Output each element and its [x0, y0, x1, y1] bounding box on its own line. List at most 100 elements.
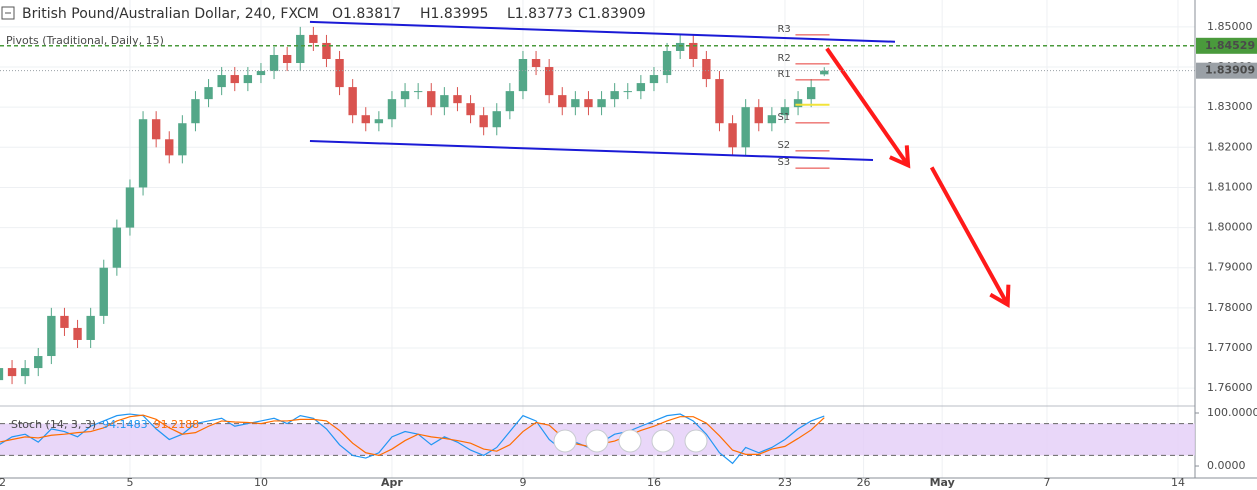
candle-body: [492, 111, 501, 128]
candle-body: [204, 87, 213, 100]
candle-body: [60, 315, 69, 328]
x-tick-label: 23: [778, 476, 792, 489]
candle-body: [309, 34, 318, 43]
symbol-title: British Pound/Australian Dollar, 240, FX…: [22, 6, 319, 22]
candle-body: [138, 119, 148, 188]
price-tag-label: 1.83909: [1205, 64, 1255, 77]
reset-button[interactable]: [618, 429, 642, 453]
x-tick-label: 9: [519, 476, 526, 489]
x-tick-label: 26: [857, 476, 871, 489]
candle-body: [47, 315, 56, 357]
candle-body: [558, 95, 567, 108]
scroll-left-button[interactable]: [553, 429, 577, 453]
zoom-out-button[interactable]: [585, 429, 609, 453]
candle-body: [20, 368, 30, 377]
pivot-label: R1: [777, 69, 790, 80]
candle-body: [636, 83, 646, 92]
candle-body: [413, 91, 423, 93]
y-tick-label: 1.83000: [1207, 100, 1253, 113]
pivot-label: S2: [777, 140, 790, 151]
pane-controls: [553, 429, 708, 453]
candle-body: [466, 103, 475, 116]
candle-body: [544, 67, 554, 96]
candle-body: [702, 59, 711, 80]
open-value: O1.83817: [332, 6, 401, 22]
candle-body: [531, 59, 541, 68]
candle-body: [282, 54, 292, 64]
plot: R3 R2 R1 S1 S2 S3: [0, 20, 1195, 385]
y-tick-label: 1.77000: [1207, 341, 1253, 354]
candle-body: [505, 91, 515, 112]
stoch-legend: Stoch (14, 3, 3) 94.1483 91.2188: [11, 418, 199, 431]
arrow-shaft: [825, 47, 910, 167]
candle-body: [453, 95, 462, 104]
scroll-right-button[interactable]: [684, 429, 708, 453]
candle-body: [191, 99, 200, 124]
pivot-label: R3: [777, 24, 790, 35]
candle-body: [322, 42, 331, 60]
candle-body: [230, 75, 239, 84]
price-tag-label: 1.84529: [1205, 39, 1255, 52]
candle-body: [479, 115, 488, 128]
candle-body: [715, 79, 724, 124]
low-value: L1.83773: [507, 6, 573, 22]
candle-body: [649, 75, 659, 84]
candle-body: [675, 42, 685, 51]
candle-body: [0, 368, 4, 381]
y-tick-label: 1.81000: [1207, 180, 1253, 193]
candle-body: [427, 91, 436, 108]
candle-body: [400, 91, 410, 100]
stoch-title: Stoch (14, 3, 3): [11, 418, 96, 431]
candle-body: [217, 75, 226, 88]
candle-body: [165, 139, 174, 156]
candle-body: [518, 59, 528, 92]
candle-body: [269, 54, 279, 72]
candle-body: [387, 99, 397, 120]
arrow-head: [889, 145, 911, 169]
trend-line: [309, 140, 874, 162]
candle-body: [689, 42, 698, 60]
candle-body: [662, 50, 672, 76]
y-tick-label: 1.79000: [1207, 261, 1253, 274]
candle-body: [243, 75, 253, 84]
candle-body: [754, 107, 763, 124]
price-tag: [1196, 62, 1257, 79]
candle-body: [623, 91, 632, 93]
stoch-line: [0, 413, 825, 465]
pivot-label: S1: [777, 112, 790, 123]
trend-line: [309, 20, 896, 43]
candle-body: [820, 70, 829, 75]
x-tick-label: 16: [647, 476, 661, 489]
stoch-line: [0, 414, 825, 457]
high-value: H1.83995: [420, 6, 488, 22]
zoom-in-button[interactable]: [651, 429, 675, 453]
candle-body: [597, 99, 606, 108]
candle-body: [335, 59, 344, 88]
candle-body: [73, 327, 82, 340]
x-tick-label: Apr: [381, 476, 403, 489]
candle-body: [728, 123, 737, 148]
candle-body: [571, 99, 580, 108]
pivot-label: S3: [777, 157, 790, 168]
candle-body: [610, 91, 619, 100]
y-tick-label: 1.78000: [1207, 301, 1253, 314]
candle-body: [112, 227, 122, 268]
candle-body: [767, 115, 777, 124]
y-tick-label: 0.0000: [1207, 459, 1246, 472]
candle-body: [741, 107, 750, 148]
candle-body: [151, 119, 161, 140]
candle-body: [256, 71, 266, 76]
candle-body: [86, 315, 95, 340]
x-tick-label: 7: [1043, 476, 1050, 489]
x-tick-label: 10: [254, 476, 268, 489]
candle-body: [296, 34, 305, 64]
candle-body: [584, 99, 593, 108]
candle-body: [440, 95, 449, 108]
candle-body: [34, 356, 43, 369]
candle-body: [806, 87, 816, 100]
y-tick-label: 100.0000: [1207, 406, 1257, 419]
y-tick-label: 1.82000: [1207, 140, 1253, 153]
stoch-value: 91.2188: [154, 418, 200, 431]
